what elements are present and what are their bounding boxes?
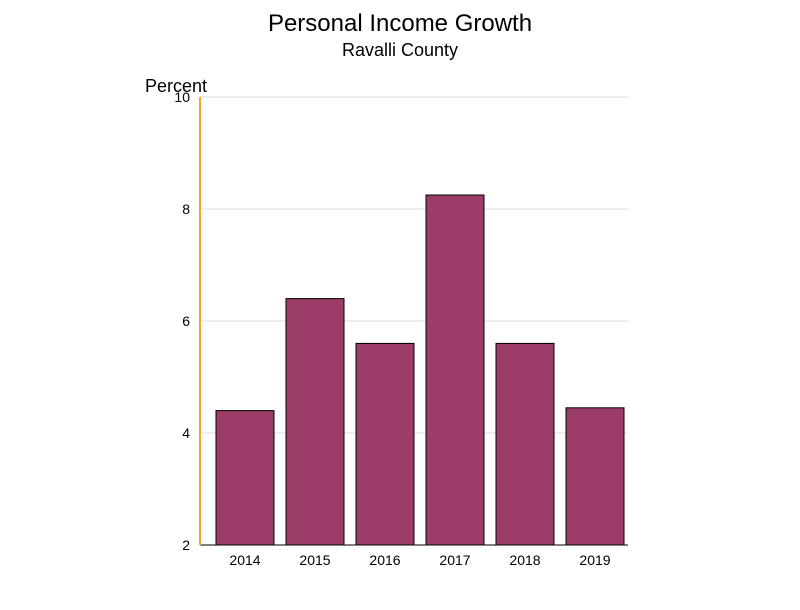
y-axis-label: Percent bbox=[145, 76, 207, 97]
y-tick-label: 8 bbox=[182, 201, 190, 217]
x-tick-label: 2015 bbox=[299, 552, 330, 568]
x-tick-label: 2019 bbox=[579, 552, 610, 568]
x-tick-label: 2014 bbox=[229, 552, 260, 568]
bar bbox=[496, 343, 554, 545]
x-tick-label: 2016 bbox=[369, 552, 400, 568]
y-tick-label: 2 bbox=[182, 537, 190, 553]
y-tick-label: 4 bbox=[182, 425, 190, 441]
x-tick-label: 2017 bbox=[439, 552, 470, 568]
bar bbox=[216, 411, 274, 545]
chart-title: Personal Income Growth bbox=[0, 10, 800, 38]
bar bbox=[426, 195, 484, 545]
bar-chart: 246810201420152016201720182019 bbox=[0, 61, 800, 581]
bar bbox=[356, 343, 414, 545]
y-tick-label: 6 bbox=[182, 313, 190, 329]
bar bbox=[286, 299, 344, 545]
bar bbox=[566, 408, 624, 545]
chart-subtitle: Ravalli County bbox=[0, 40, 800, 61]
x-tick-label: 2018 bbox=[509, 552, 540, 568]
